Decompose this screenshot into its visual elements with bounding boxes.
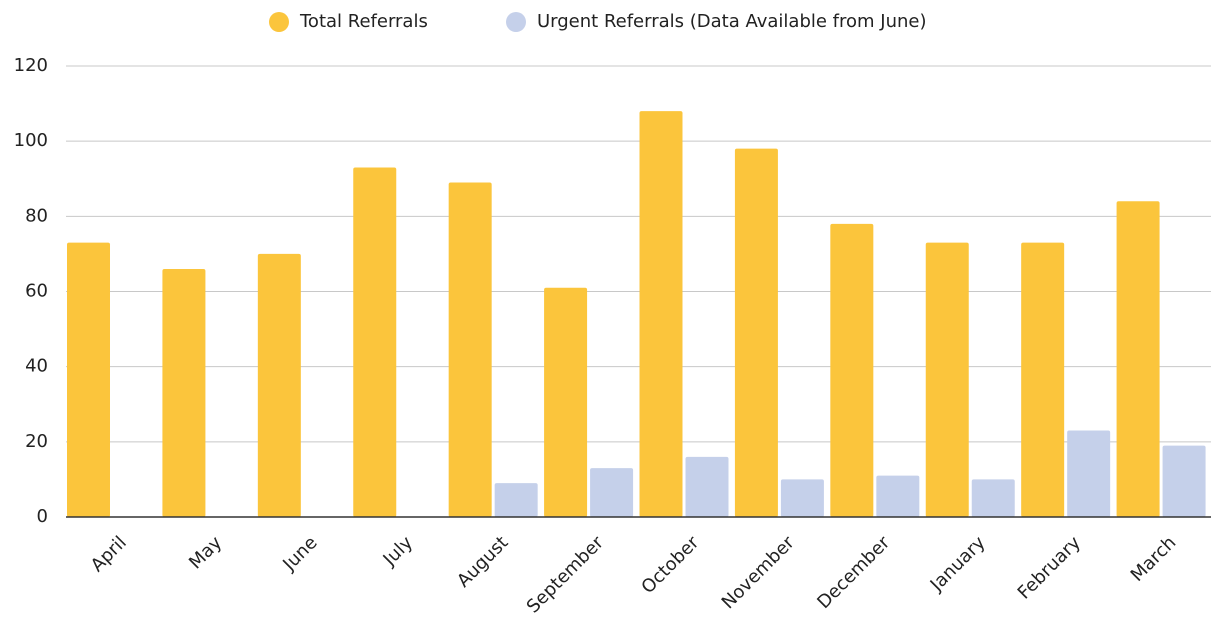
bar [1162, 445, 1206, 517]
bar [162, 268, 206, 517]
x-tick-label: October [637, 532, 703, 598]
legend-swatch [506, 12, 526, 32]
bar [971, 479, 1015, 517]
y-tick-label: 20 [25, 431, 48, 452]
x-tick-label: November [718, 532, 799, 613]
bar [780, 479, 824, 517]
y-tick-label: 120 [14, 55, 48, 76]
legend-swatch [269, 12, 289, 32]
bar [353, 167, 397, 517]
x-tick-label: March [1127, 532, 1181, 586]
bar [1021, 242, 1065, 517]
x-tick-label: January [926, 532, 990, 596]
y-tick-label: 40 [25, 356, 48, 377]
bar [590, 468, 634, 517]
x-tick-label: April [87, 532, 131, 576]
x-tick-label: May [185, 532, 226, 573]
x-tick-label: August [453, 532, 512, 591]
y-tick-label: 0 [37, 506, 48, 527]
x-tick-label: June [278, 532, 321, 575]
y-tick-label: 80 [25, 205, 48, 226]
x-tick-label: July [379, 532, 418, 571]
bar [544, 287, 588, 517]
bar [925, 242, 969, 517]
bar [448, 182, 492, 517]
y-tick-label: 60 [25, 281, 48, 302]
bar [494, 483, 538, 517]
bar [67, 242, 110, 517]
bar [876, 475, 920, 517]
legend-label: Total Referrals [299, 11, 428, 32]
bar [1067, 430, 1111, 517]
bar [685, 456, 729, 517]
x-tick-label: February [1014, 532, 1085, 603]
bar [734, 148, 778, 517]
bar [257, 253, 301, 517]
bar [1116, 201, 1160, 518]
bar [830, 223, 874, 517]
y-tick-label: 100 [14, 130, 48, 151]
legend-label: Urgent Referrals (Data Available from Ju… [537, 11, 927, 32]
x-tick-label: September [523, 532, 609, 618]
x-tick-label: December [813, 532, 894, 613]
bar [639, 111, 683, 517]
